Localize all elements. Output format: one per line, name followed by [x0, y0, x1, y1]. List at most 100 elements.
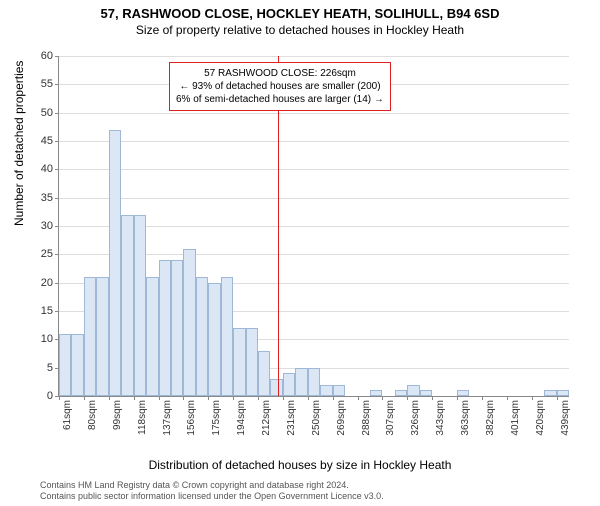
xtick-mark: [308, 396, 309, 400]
footer-line-2: Contains public sector information licen…: [40, 491, 384, 502]
xtick-label: 326sqm: [410, 400, 421, 436]
chart-title-main: 57, RASHWOOD CLOSE, HOCKLEY HEATH, SOLIH…: [0, 6, 600, 21]
histogram-bar: [320, 385, 332, 396]
histogram-bar: [146, 277, 158, 396]
histogram-bar: [295, 368, 307, 396]
xtick-mark: [258, 396, 259, 400]
xtick-label: 212sqm: [261, 400, 272, 436]
ytick-mark: [55, 169, 59, 170]
ytick-label: 15: [23, 305, 53, 317]
histogram-bar: [84, 277, 96, 396]
xtick-mark: [482, 396, 483, 400]
ytick-label: 45: [23, 135, 53, 147]
xtick-mark: [208, 396, 209, 400]
ytick-label: 30: [23, 220, 53, 232]
ytick-label: 10: [23, 333, 53, 345]
chart-title-sub: Size of property relative to detached ho…: [0, 23, 600, 37]
gridline: [59, 198, 569, 199]
xtick-label: 80sqm: [87, 400, 98, 430]
histogram-bar: [159, 260, 171, 396]
xtick-label: 401sqm: [510, 400, 521, 436]
histogram-bar: [407, 385, 419, 396]
ytick-mark: [55, 113, 59, 114]
xtick-label: 99sqm: [112, 400, 123, 430]
annotation-box: 57 RASHWOOD CLOSE: 226sqm← 93% of detach…: [169, 62, 391, 111]
histogram-bar: [183, 249, 195, 396]
histogram-bar: [221, 277, 233, 396]
xtick-mark: [159, 396, 160, 400]
ytick-label: 55: [23, 78, 53, 90]
histogram-bar: [171, 260, 183, 396]
histogram-bar: [134, 215, 146, 396]
xtick-label: 118sqm: [137, 400, 148, 435]
xtick-label: 231sqm: [286, 400, 297, 436]
xtick-mark: [557, 396, 558, 400]
xtick-label: 250sqm: [311, 400, 322, 436]
ytick-label: 60: [23, 50, 53, 62]
xtick-mark: [233, 396, 234, 400]
xtick-label: 269sqm: [336, 400, 347, 436]
ytick-label: 25: [23, 248, 53, 260]
histogram-bar: [283, 373, 295, 396]
chart-area: 05101520253035404550556061sqm80sqm99sqm1…: [58, 56, 568, 416]
xtick-mark: [432, 396, 433, 400]
histogram-bar: [121, 215, 133, 396]
xtick-mark: [183, 396, 184, 400]
histogram-bar: [308, 368, 320, 396]
gridline: [59, 113, 569, 114]
xtick-label: 420sqm: [535, 400, 546, 436]
histogram-bar: [233, 328, 245, 396]
ytick-mark: [55, 311, 59, 312]
ytick-mark: [55, 84, 59, 85]
histogram-bar: [258, 351, 270, 396]
xtick-label: 175sqm: [211, 400, 222, 436]
histogram-bar: [395, 390, 407, 396]
ytick-mark: [55, 141, 59, 142]
xtick-mark: [457, 396, 458, 400]
gridline: [59, 169, 569, 170]
histogram-bar: [208, 283, 220, 396]
annot-line-2: ← 93% of detached houses are smaller (20…: [176, 80, 384, 93]
xtick-mark: [283, 396, 284, 400]
histogram-bar: [71, 334, 83, 396]
histogram-bar: [370, 390, 382, 396]
ytick-mark: [55, 56, 59, 57]
xtick-mark: [358, 396, 359, 400]
ytick-label: 40: [23, 163, 53, 175]
xtick-mark: [59, 396, 60, 400]
histogram-bar: [196, 277, 208, 396]
histogram-bar: [420, 390, 432, 396]
histogram-bar: [270, 379, 282, 396]
footer-line-1: Contains HM Land Registry data © Crown c…: [40, 480, 384, 491]
ytick-label: 20: [23, 277, 53, 289]
xtick-label: 156sqm: [186, 400, 197, 436]
ytick-label: 35: [23, 192, 53, 204]
xtick-mark: [134, 396, 135, 400]
plot-region: 05101520253035404550556061sqm80sqm99sqm1…: [58, 56, 569, 397]
xtick-label: 439sqm: [560, 400, 571, 436]
xtick-label: 363sqm: [460, 400, 471, 436]
histogram-bar: [246, 328, 258, 396]
histogram-bar: [59, 334, 71, 396]
ytick-mark: [55, 283, 59, 284]
histogram-bar: [457, 390, 469, 396]
xtick-label: 382sqm: [485, 400, 496, 436]
xtick-mark: [407, 396, 408, 400]
ytick-label: 5: [23, 362, 53, 374]
footer-attribution: Contains HM Land Registry data © Crown c…: [40, 480, 384, 502]
xtick-label: 137sqm: [162, 400, 173, 436]
gridline: [59, 141, 569, 142]
xtick-label: 61sqm: [62, 400, 73, 430]
ytick-mark: [55, 226, 59, 227]
ytick-mark: [55, 198, 59, 199]
xtick-mark: [333, 396, 334, 400]
annot-line-3: 6% of semi-detached houses are larger (1…: [176, 93, 384, 106]
xtick-mark: [507, 396, 508, 400]
ytick-label: 50: [23, 107, 53, 119]
xtick-label: 343sqm: [435, 400, 446, 436]
histogram-bar: [544, 390, 556, 396]
histogram-bar: [557, 390, 569, 396]
ytick-mark: [55, 254, 59, 255]
xtick-mark: [382, 396, 383, 400]
gridline: [59, 56, 569, 57]
